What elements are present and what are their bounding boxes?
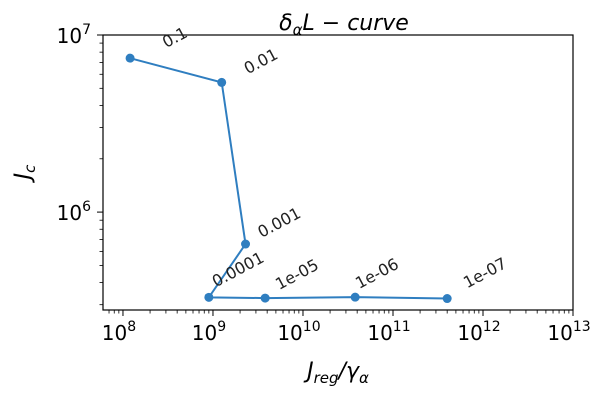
x-axis-ticks: 108 109 1010 1011 1012 1013 bbox=[102, 310, 591, 345]
x-tick-label: 109 bbox=[192, 319, 226, 345]
data-point bbox=[260, 293, 270, 303]
ylabel-j: J bbox=[11, 173, 36, 184]
x-tick-label: 1013 bbox=[547, 319, 590, 345]
data-point bbox=[442, 294, 452, 304]
data-point bbox=[204, 292, 214, 302]
data-series bbox=[125, 53, 452, 304]
xlabel-j: J bbox=[303, 359, 314, 384]
xlabel-gsub: α bbox=[359, 369, 369, 387]
point-annotation: 0.001 bbox=[254, 203, 303, 241]
x-tick-label: 1010 bbox=[277, 319, 320, 345]
data-point bbox=[217, 77, 227, 87]
point-annotation: 1e-06 bbox=[352, 254, 402, 292]
plot-frame bbox=[102, 34, 574, 311]
title-main: δ bbox=[279, 11, 292, 36]
point-annotation: 0.01 bbox=[241, 44, 281, 78]
data-point bbox=[350, 292, 360, 302]
data-point bbox=[241, 239, 251, 249]
y-axis-ticks: 106 107 bbox=[57, 22, 103, 306]
xlabel-jsub: reg bbox=[314, 369, 339, 387]
y-axis-label: Jc bbox=[11, 164, 39, 184]
x-tick-label: 108 bbox=[102, 319, 136, 345]
point-annotation: 0.1 bbox=[159, 23, 190, 52]
x-tick-label: 1012 bbox=[457, 319, 500, 345]
x-axis-label: Jreg/γα bbox=[303, 359, 369, 387]
title-sub: α bbox=[293, 21, 303, 39]
series-line bbox=[129, 57, 448, 300]
xlabel-slash: /γ bbox=[337, 359, 360, 384]
chart-title: δαL − curve bbox=[279, 11, 409, 39]
point-annotation: 1e-07 bbox=[460, 254, 510, 292]
y-tick-label: 107 bbox=[57, 22, 91, 48]
point-annotation: 1e-05 bbox=[272, 255, 322, 293]
x-tick-label: 1011 bbox=[367, 319, 410, 345]
ylabel-jsub: c bbox=[21, 164, 39, 173]
y-tick-label: 106 bbox=[57, 199, 91, 225]
title-rest: L − curve bbox=[303, 11, 409, 36]
data-point bbox=[125, 53, 135, 63]
